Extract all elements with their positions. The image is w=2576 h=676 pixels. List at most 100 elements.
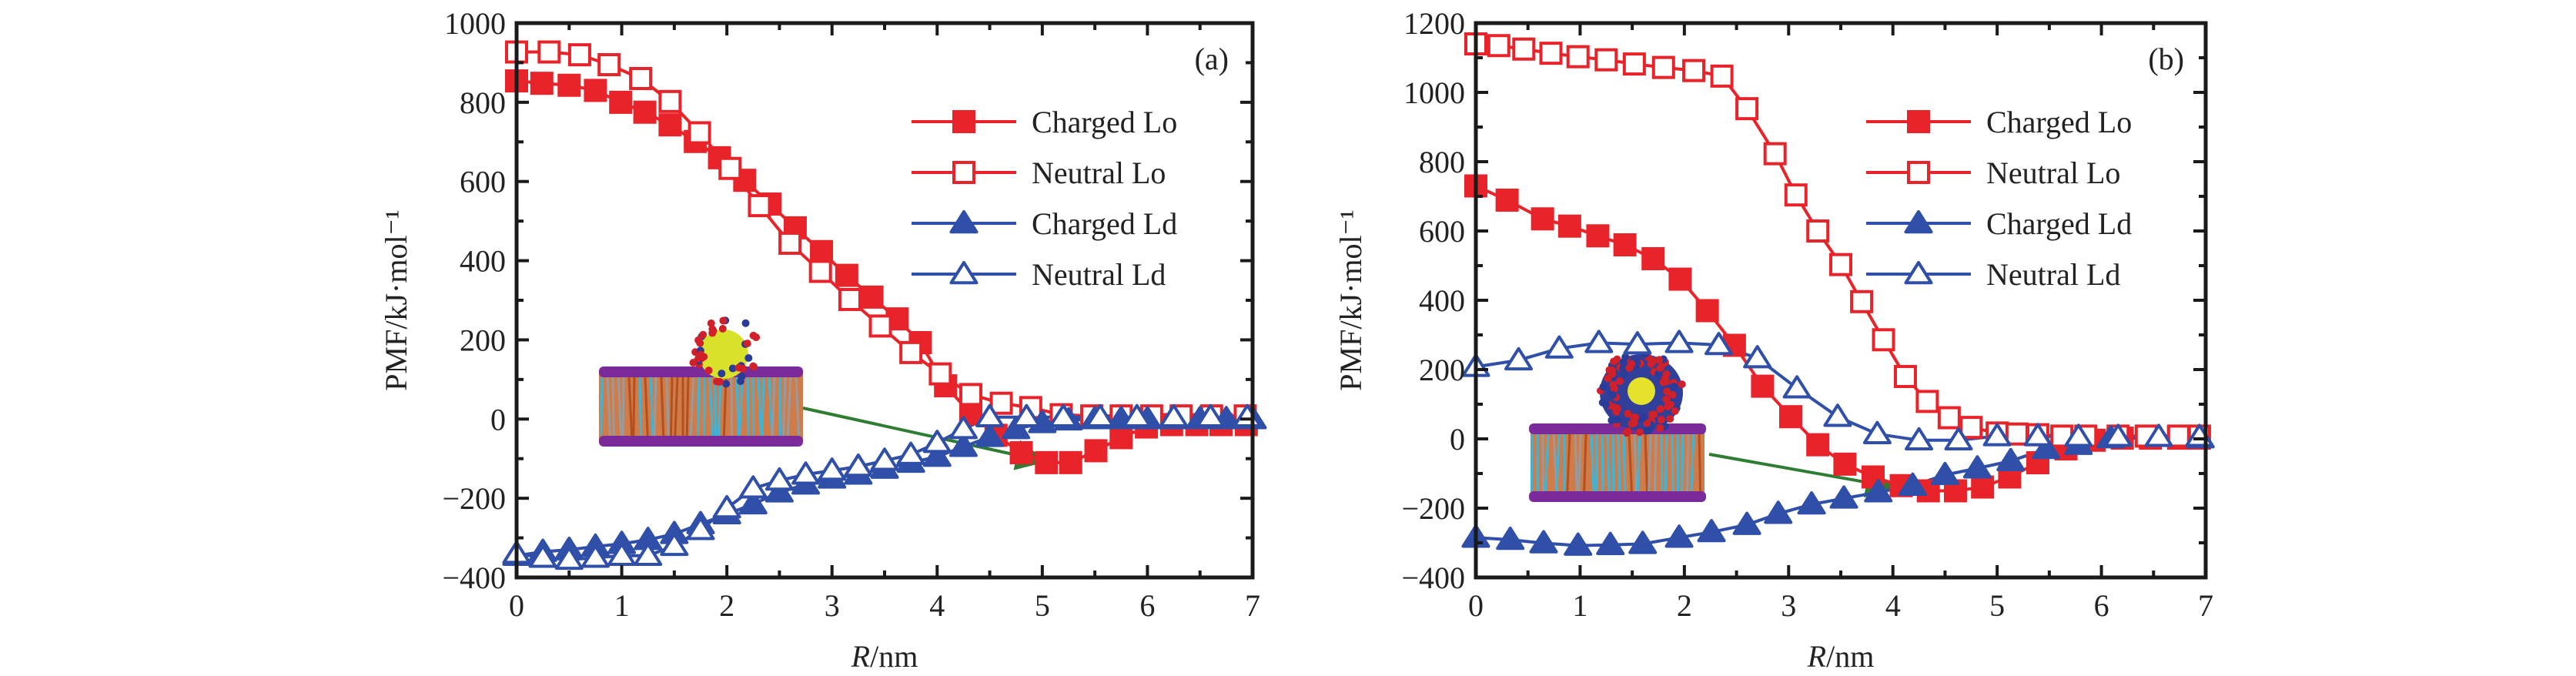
series-group bbox=[502, 40, 1267, 571]
data-point-charged-lo bbox=[658, 113, 682, 137]
legend-label: Neutral Ld bbox=[1986, 257, 2120, 292]
bead bbox=[728, 364, 737, 373]
legend-marker bbox=[1907, 161, 1930, 184]
lipid-tail bbox=[697, 376, 701, 437]
lipid-tail bbox=[730, 376, 734, 437]
data-point-neutral-ld bbox=[896, 441, 925, 465]
legend-item-neutral-lo: Neutral Lo bbox=[912, 156, 1166, 190]
lipid-tail bbox=[1611, 433, 1615, 492]
chart-panel-b: 0 1 2 3 4 5 6 7 −400 −200 0 200 400 600 800 1000 1200 Cha… bbox=[1333, 6, 2215, 674]
data-point-neutral-ld bbox=[1664, 330, 1694, 353]
x-tick-label: 1 bbox=[614, 588, 630, 623]
bead bbox=[738, 372, 746, 380]
lipid-tail bbox=[621, 376, 625, 437]
bead bbox=[719, 316, 728, 325]
micelle-beads-b bbox=[1596, 349, 1686, 437]
bead bbox=[1616, 377, 1624, 386]
data-point-charged-ld bbox=[1628, 530, 1658, 554]
y-tick-label: −200 bbox=[442, 481, 506, 516]
data-point-charged-lo bbox=[557, 73, 581, 97]
series-group bbox=[1461, 32, 2215, 556]
bead bbox=[1648, 410, 1656, 419]
data-point-neutral-ld bbox=[870, 447, 899, 471]
x-axis-title-b: R/nm bbox=[1807, 639, 1875, 674]
legend-marker bbox=[952, 110, 975, 133]
bead bbox=[1611, 384, 1619, 393]
x-tick-label: 6 bbox=[1139, 588, 1155, 623]
lipid-tail bbox=[1628, 433, 1633, 492]
y-tick-label: −400 bbox=[442, 561, 506, 595]
x-tick-label: 7 bbox=[1245, 588, 1260, 623]
lipid-tail bbox=[1648, 433, 1652, 492]
legend-marker bbox=[949, 261, 979, 285]
data-point-neutral-ld bbox=[528, 544, 557, 568]
bead bbox=[1657, 416, 1665, 424]
data-point-neutral-ld bbox=[1086, 403, 1115, 427]
data-point-neutral-lo bbox=[1893, 365, 1917, 388]
data-point-neutral-ld bbox=[1012, 403, 1041, 427]
y-tick-label: −400 bbox=[1401, 561, 1465, 595]
data-point-charged-ld bbox=[1496, 526, 1525, 551]
data-point-charged-lo bbox=[1531, 207, 1554, 231]
data-point-charged-lo bbox=[1557, 214, 1581, 238]
lipid-tail bbox=[660, 376, 665, 437]
data-point-neutral-ld bbox=[922, 430, 952, 453]
bead bbox=[722, 380, 731, 388]
data-point-charged-lo bbox=[1084, 439, 1108, 463]
data-point-charged-lo bbox=[1833, 452, 1857, 476]
data-point-charged-lo bbox=[835, 263, 858, 287]
data-point-neutral-lo bbox=[718, 156, 742, 180]
data-point-charged-ld bbox=[738, 490, 768, 515]
lipid-tail bbox=[674, 376, 679, 437]
bead bbox=[749, 331, 758, 340]
x-tick-label: 6 bbox=[2094, 588, 2109, 623]
data-point-charged-lo bbox=[1613, 233, 1637, 256]
bead bbox=[707, 319, 715, 327]
data-point-neutral-lo bbox=[1915, 390, 1939, 413]
bead bbox=[1625, 363, 1634, 372]
data-point-neutral-lo bbox=[1784, 183, 1808, 207]
bead bbox=[1608, 391, 1617, 400]
data-point-charged-lo bbox=[1971, 475, 1995, 499]
bead bbox=[718, 370, 726, 378]
bead bbox=[1661, 375, 1669, 383]
bilayer-a bbox=[599, 366, 803, 447]
data-point-neutral-ld bbox=[1504, 346, 1534, 371]
y-tick-label: 600 bbox=[1419, 214, 1465, 249]
data-point-neutral-lo bbox=[838, 287, 861, 311]
lipid-tail bbox=[1636, 433, 1641, 492]
data-point-charged-lo bbox=[633, 100, 657, 124]
data-point-charged-lo bbox=[609, 90, 633, 114]
data-point-charged-ld bbox=[1697, 519, 1726, 543]
bead bbox=[1655, 356, 1664, 364]
legend-marker bbox=[952, 161, 975, 184]
y-tick-label: −200 bbox=[1401, 491, 1465, 526]
lipid-tails-b bbox=[1530, 433, 1702, 492]
bead bbox=[1678, 380, 1686, 389]
data-point-neutral-ld bbox=[1623, 331, 1652, 355]
bead bbox=[1622, 429, 1631, 437]
x-axis-title-a: R/nm bbox=[851, 639, 918, 674]
legend-item-charged-lo: Charged Lo bbox=[1866, 105, 2132, 139]
y-tick-label: 400 bbox=[460, 244, 506, 279]
bead bbox=[715, 377, 724, 386]
data-point-neutral-lo bbox=[1959, 416, 1983, 440]
lipid-tail bbox=[1566, 433, 1571, 492]
y-tick-label: 200 bbox=[460, 323, 506, 357]
data-point-neutral-lo bbox=[989, 391, 1013, 415]
bead bbox=[1649, 356, 1658, 365]
data-point-charged-ld bbox=[1596, 531, 1625, 555]
data-point-neutral-ld bbox=[2023, 423, 2052, 447]
lipid-tail bbox=[757, 376, 763, 437]
lipid-tail bbox=[761, 376, 765, 437]
bead bbox=[1670, 383, 1678, 391]
bead bbox=[1668, 390, 1677, 399]
pointer-arrow-a bbox=[802, 407, 1047, 470]
lipid-tail bbox=[781, 376, 787, 437]
bead bbox=[1619, 364, 1628, 373]
data-point-neutral-ld bbox=[712, 495, 741, 519]
lipid-tail bbox=[638, 376, 643, 437]
data-point-neutral-lo bbox=[748, 194, 771, 218]
y-axis-title-b: PMF/kJ·mol⁻¹ bbox=[1333, 209, 1368, 390]
data-point-charged-ld bbox=[1864, 479, 1893, 503]
